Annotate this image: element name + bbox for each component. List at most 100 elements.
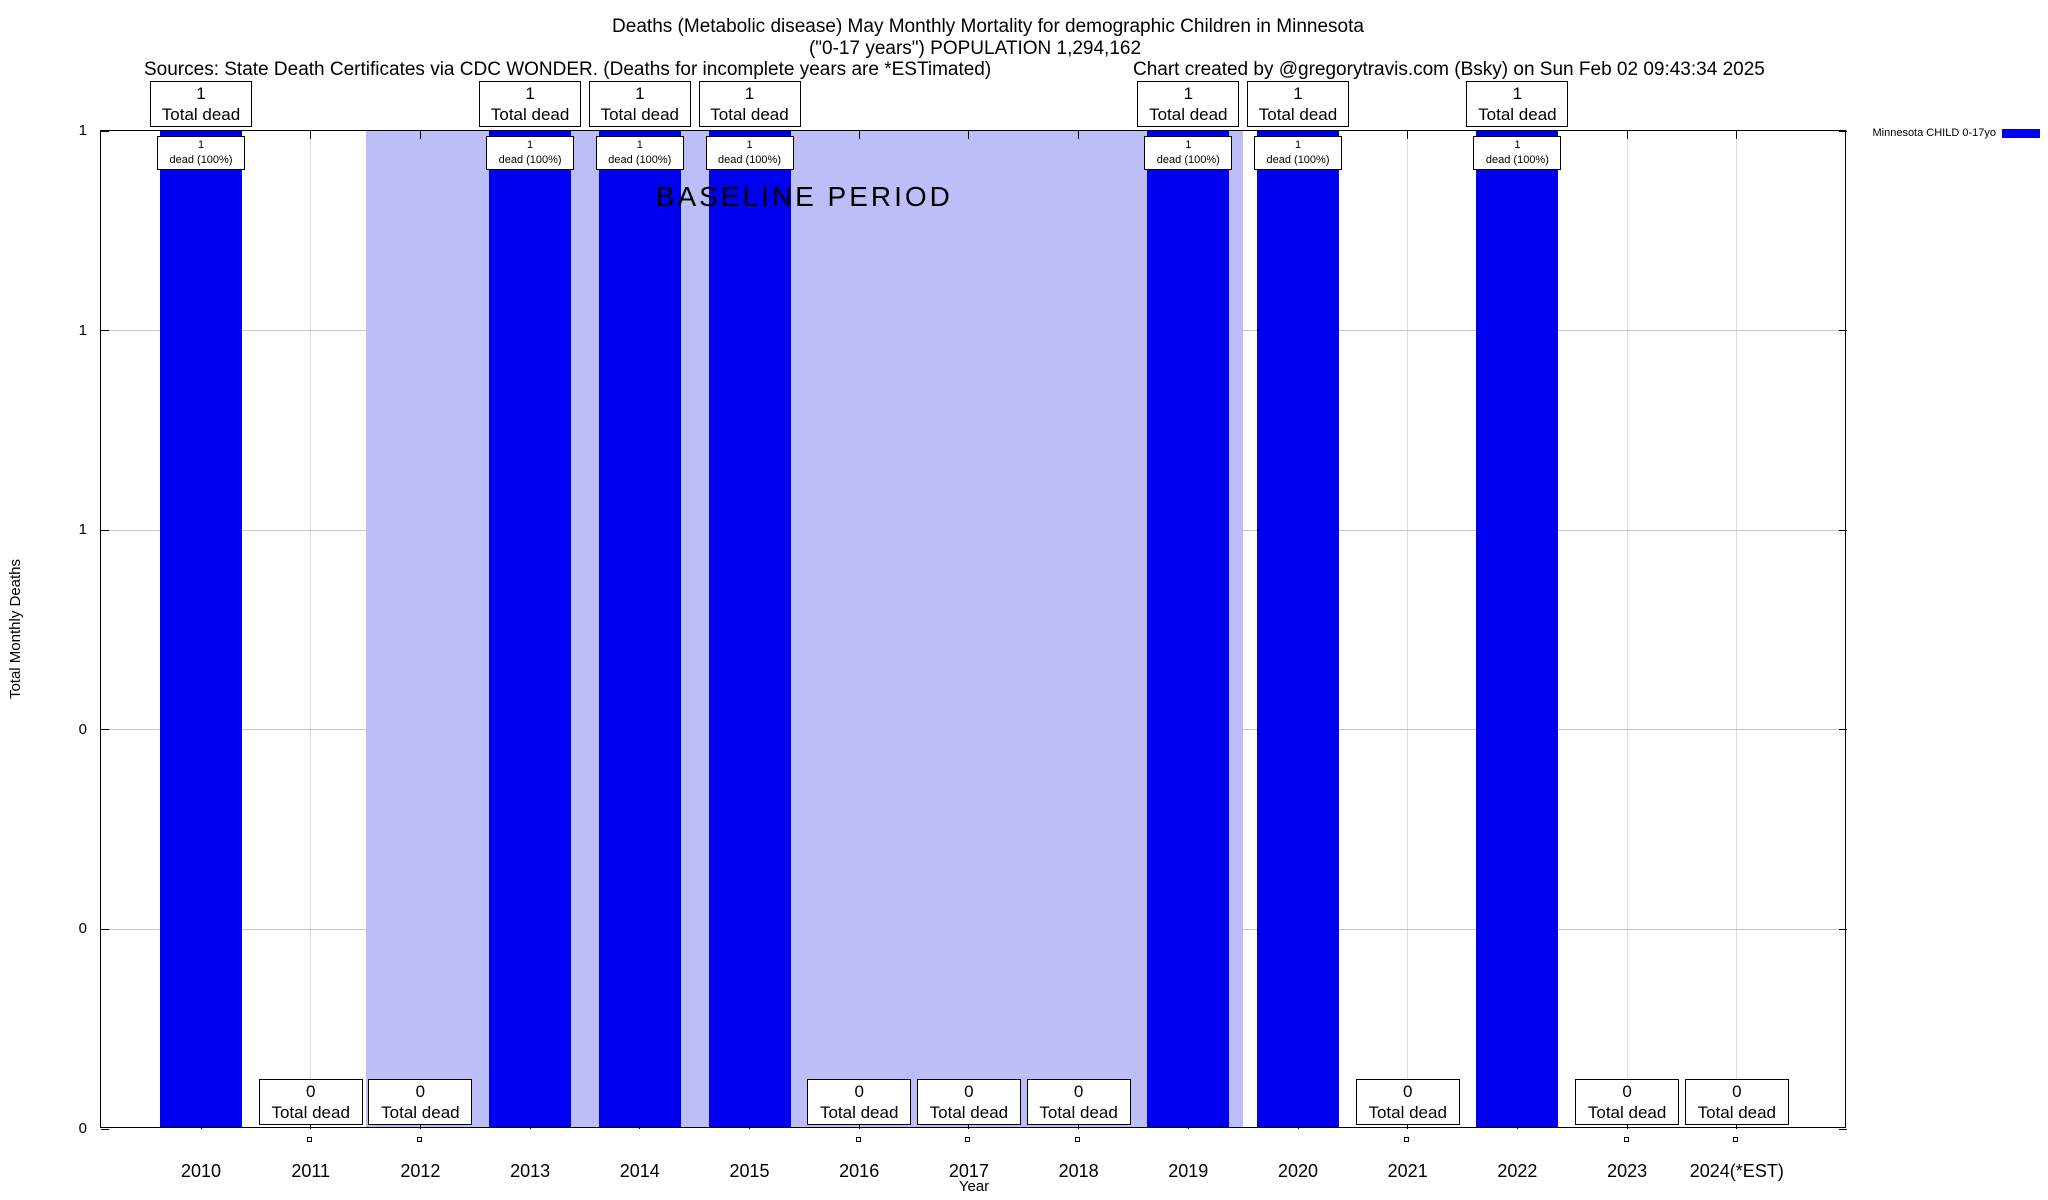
zero-value-marker-2018: [1075, 1137, 1081, 1142]
bar-dead-box-2019: 1 dead (100%): [1144, 136, 1233, 170]
total-dead-box-2023: 0 Total dead: [1575, 1079, 1680, 1125]
zero-value-marker-2023: [1623, 1137, 1629, 1142]
bar-dead-count: 1: [1185, 139, 1192, 151]
total-dead-count: 0: [1402, 1082, 1413, 1101]
total-dead-label: Total dead: [490, 105, 570, 124]
bar-2020: [1257, 131, 1339, 1127]
total-dead-box-2011: 0 Total dead: [258, 1079, 363, 1125]
bar-dead-pct: dead (100%): [718, 154, 781, 166]
bar-2015: [708, 131, 791, 1127]
credit-note: Chart created by @gregorytravis.com (Bsk…: [1133, 59, 1765, 80]
y-tick-right: [1839, 729, 1847, 731]
total-dead-label: Total dead: [1258, 105, 1338, 124]
total-dead-count: 0: [305, 1082, 316, 1101]
x-tick-label-2016: 2016: [839, 1161, 880, 1181]
y-tick-right: [1839, 928, 1847, 930]
y-tick-label: 0: [78, 720, 87, 738]
bar-dead-pct: dead (100%): [169, 154, 233, 166]
total-dead-count: 0: [415, 1082, 426, 1101]
zero-value-marker-2021: [1404, 1137, 1410, 1142]
y-tick-label: 0: [78, 920, 87, 938]
zero-value-marker-2012: [416, 1137, 422, 1142]
total-dead-box-2014: 1 Total dead: [588, 81, 691, 127]
y-tick-left: [101, 529, 109, 531]
total-dead-count: 0: [854, 1082, 864, 1101]
bar-dead-count: 1: [1294, 139, 1302, 151]
sources-note: Sources: State Death Certificates via CD…: [144, 59, 992, 80]
chart-title-line2: ("0-17 years") POPULATION 1,294,162: [808, 38, 1142, 59]
x-tick-label-2021: 2021: [1387, 1161, 1428, 1181]
bar-dead-pct: dead (100%): [1485, 154, 1549, 166]
total-dead-box-2016: 0 Total dead: [807, 1079, 912, 1125]
total-dead-box-2024(*EST): 0 Total dead: [1684, 1079, 1789, 1125]
zero-value-marker-2024(*EST): [1733, 1137, 1739, 1142]
bar-dead-box-2022: 1 dead (100%): [1473, 136, 1562, 170]
total-dead-label: Total dead: [1368, 1103, 1447, 1122]
x-tick-top: [1078, 131, 1080, 139]
total-dead-count: 1: [1512, 84, 1523, 103]
total-dead-label: Total dead: [1587, 1103, 1667, 1122]
bar-dead-count: 1: [636, 139, 643, 151]
y-tick-label: 1: [78, 122, 87, 139]
total-dead-label: Total dead: [1697, 1103, 1777, 1122]
x-tick-bottom: [968, 1121, 970, 1129]
y-tick-right: [1839, 1128, 1847, 1130]
total-dead-box-2020: 1 Total dead: [1247, 81, 1349, 127]
x-tick-label-2022: 2022: [1497, 1161, 1538, 1181]
bar-2019: [1147, 131, 1230, 1127]
zero-value-marker-2016: [855, 1137, 861, 1142]
v-gridline: [1736, 131, 1738, 1127]
total-dead-count: 0: [964, 1082, 974, 1101]
total-dead-box-2018: 0 Total dead: [1026, 1079, 1131, 1125]
total-dead-count: 1: [1183, 84, 1194, 103]
bar-dead-count: 1: [527, 139, 534, 151]
x-tick-bottom: [1626, 1121, 1628, 1129]
bar-2010: [160, 131, 242, 1127]
x-tick-top: [310, 131, 312, 139]
x-tick-top: [968, 131, 970, 139]
v-gridline: [1626, 131, 1628, 1127]
x-tick-label-2012: 2012: [400, 1161, 441, 1181]
total-dead-count: 1: [525, 84, 535, 103]
total-dead-box-2022: 1 Total dead: [1466, 81, 1569, 127]
bar-dead-count: 1: [197, 139, 205, 151]
bar-dead-box-2020: 1 dead (100%): [1254, 136, 1342, 170]
x-tick-top: [419, 131, 421, 139]
y-tick-label: 1: [78, 521, 87, 539]
bar-dead-pct: dead (100%): [498, 154, 562, 166]
x-tick-label-2014: 2014: [619, 1161, 660, 1181]
total-dead-count: 0: [1073, 1082, 1084, 1101]
total-dead-box-2012: 0 Total dead: [368, 1079, 473, 1125]
x-tick-bottom: [858, 1121, 860, 1129]
y-tick-left: [101, 1128, 109, 1130]
y-tick-right: [1839, 529, 1847, 531]
v-gridline: [1407, 131, 1409, 1127]
x-tick-bottom: [1078, 1121, 1080, 1129]
zero-value-marker-2017: [965, 1137, 971, 1142]
y-axis-title: Total Monthly Deaths: [7, 558, 24, 700]
x-tick-label-2015: 2015: [729, 1161, 770, 1181]
zero-value-marker-2011: [307, 1137, 313, 1142]
x-tick-bottom: [1407, 1121, 1409, 1129]
legend: Minnesota CHILD 0-17yo: [1872, 127, 2040, 139]
total-dead-box-2017: 0 Total dead: [916, 1079, 1021, 1125]
y-tick-left: [101, 928, 109, 930]
baseline-period-label: BASELINE PERIOD: [655, 181, 953, 212]
legend-label: Minnesota CHILD 0-17yo: [1872, 127, 1996, 139]
x-tick-label-2023: 2023: [1607, 1161, 1648, 1181]
x-axis-title: Year: [958, 1178, 990, 1195]
total-dead-count: 1: [1293, 84, 1303, 103]
x-tick-bottom: [419, 1121, 421, 1129]
total-dead-label: Total dead: [1039, 1103, 1118, 1122]
x-tick-label-2013: 2013: [510, 1161, 551, 1181]
total-dead-count: 0: [1622, 1082, 1632, 1101]
bar-dead-count: 1: [746, 139, 753, 151]
chart-title-line1: Deaths (Metabolic disease) May Monthly M…: [612, 16, 1364, 37]
total-dead-label: Total dead: [1478, 105, 1557, 124]
y-tick-left: [101, 729, 109, 731]
v-gridline: [310, 131, 312, 1127]
bar-dead-box-2014: 1 dead (100%): [595, 136, 684, 170]
total-dead-box-2015: 1 Total dead: [698, 81, 801, 127]
total-dead-box-2013: 1 Total dead: [479, 81, 582, 127]
